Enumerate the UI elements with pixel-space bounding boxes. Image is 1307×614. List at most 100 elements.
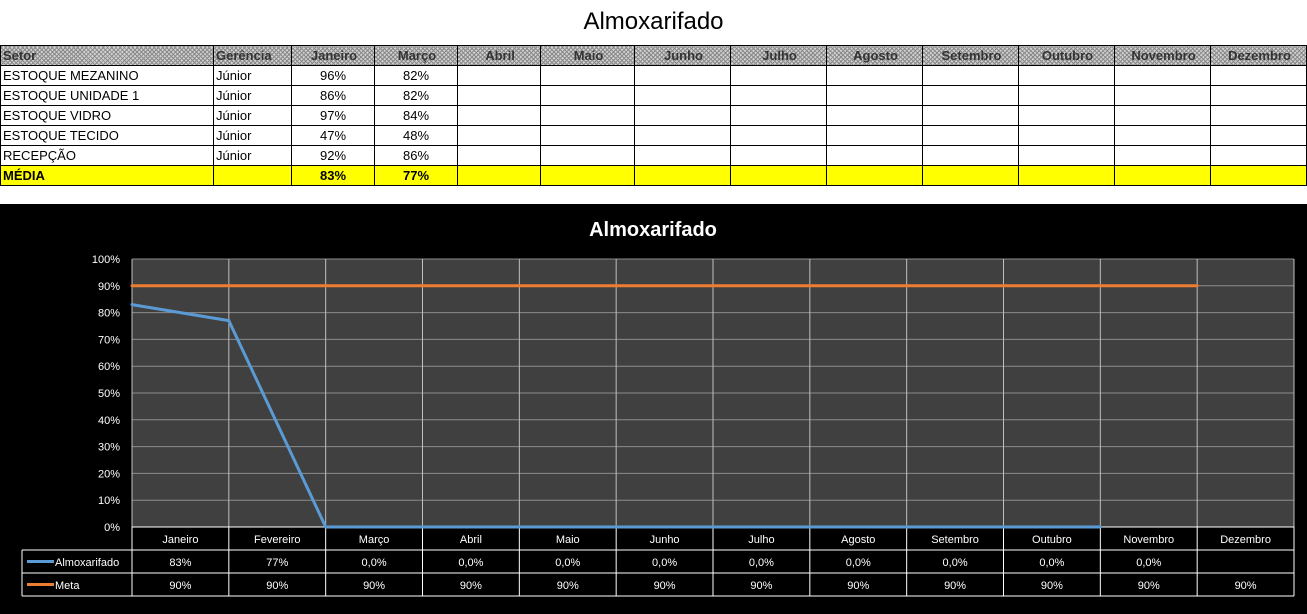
- table-cell[interactable]: 82%: [374, 65, 458, 86]
- y-tick-label: 100%: [92, 254, 120, 266]
- table-cell[interactable]: 83%: [291, 165, 375, 186]
- table-cell[interactable]: [457, 145, 541, 166]
- table-cell[interactable]: [1210, 145, 1307, 166]
- table-cell[interactable]: Júnior: [213, 105, 292, 126]
- y-tick-label: 40%: [98, 415, 120, 427]
- table-cell[interactable]: [1210, 85, 1307, 106]
- table-cell[interactable]: 47%: [291, 125, 375, 146]
- data-label: 90%: [750, 580, 772, 592]
- table-cell[interactable]: [213, 165, 292, 186]
- data-label: 90%: [1138, 580, 1160, 592]
- table-cell[interactable]: [634, 145, 731, 166]
- data-point: [1002, 525, 1005, 529]
- table-cell[interactable]: ESTOQUE TECIDO: [0, 125, 214, 146]
- table-cell[interactable]: [922, 65, 1019, 86]
- table-cell[interactable]: [1210, 125, 1307, 146]
- table-cell[interactable]: [730, 105, 827, 126]
- table-cell[interactable]: [540, 125, 635, 146]
- table-cell[interactable]: [922, 165, 1019, 186]
- table-cell[interactable]: Júnior: [213, 125, 292, 146]
- table-cell[interactable]: RECEPÇÃO: [0, 145, 214, 166]
- data-point: [614, 525, 618, 529]
- table-cell[interactable]: [1114, 145, 1211, 166]
- table-cell[interactable]: [1210, 65, 1307, 86]
- table-cell[interactable]: [540, 105, 635, 126]
- table-cell[interactable]: [457, 65, 541, 86]
- table-cell[interactable]: [1114, 85, 1211, 106]
- table-cell[interactable]: 77%: [374, 165, 458, 186]
- table-cell[interactable]: [826, 105, 923, 126]
- table-cell[interactable]: [540, 65, 635, 86]
- y-tick-label: 10%: [98, 495, 120, 507]
- table-cell[interactable]: [540, 145, 635, 166]
- table-cell[interactable]: ESTOQUE UNIDADE 1: [0, 85, 214, 106]
- table-cell[interactable]: 86%: [291, 85, 375, 106]
- table-cell[interactable]: [457, 85, 541, 106]
- table-cell[interactable]: 96%: [291, 65, 375, 86]
- table-cell[interactable]: [826, 145, 923, 166]
- table-cell[interactable]: [1018, 145, 1115, 166]
- table-cell[interactable]: 84%: [374, 105, 458, 126]
- table-cell[interactable]: [540, 165, 635, 186]
- x-tick-label: Abril: [460, 534, 482, 546]
- table-cell[interactable]: ESTOQUE VIDRO: [0, 105, 214, 126]
- table-cell[interactable]: [1114, 65, 1211, 86]
- table-cell[interactable]: [634, 105, 731, 126]
- data-point: [1195, 284, 1199, 288]
- table-cell[interactable]: [634, 165, 731, 186]
- table-cell[interactable]: [826, 65, 923, 86]
- y-tick-label: 90%: [98, 281, 120, 293]
- table-cell[interactable]: [634, 65, 731, 86]
- data-label: 0,0%: [652, 557, 677, 569]
- table-cell[interactable]: [922, 145, 1019, 166]
- table-cell[interactable]: [457, 165, 541, 186]
- table-cell[interactable]: [1114, 125, 1211, 146]
- column-header: Março: [374, 45, 458, 66]
- table-cell[interactable]: [730, 65, 827, 86]
- data-point: [614, 284, 618, 288]
- table-cell[interactable]: 92%: [291, 145, 375, 166]
- table-cell[interactable]: [730, 165, 827, 186]
- table-cell[interactable]: [540, 85, 635, 106]
- data-label: 90%: [944, 580, 966, 592]
- table-row: ESTOQUE VIDRO Júnior 97% 84%: [0, 105, 1307, 126]
- table-cell[interactable]: [922, 105, 1019, 126]
- table-cell[interactable]: [1114, 105, 1211, 126]
- table-cell[interactable]: [1018, 85, 1115, 106]
- table-cell[interactable]: [1018, 65, 1115, 86]
- table-cell[interactable]: [730, 125, 827, 146]
- table-cell[interactable]: [1114, 165, 1211, 186]
- data-label: 77%: [266, 557, 288, 569]
- table-cell[interactable]: Júnior: [213, 85, 292, 106]
- table-cell[interactable]: 86%: [374, 145, 458, 166]
- table-cell[interactable]: [1210, 165, 1307, 186]
- data-point: [421, 284, 424, 288]
- table-cell[interactable]: [922, 125, 1019, 146]
- table-cell[interactable]: [826, 125, 923, 146]
- table-cell[interactable]: [1018, 105, 1115, 126]
- table-cell[interactable]: [730, 145, 827, 166]
- column-header: Setor: [0, 45, 214, 66]
- table-cell[interactable]: 82%: [374, 85, 458, 106]
- column-header: Setembro: [922, 45, 1019, 66]
- table-cell[interactable]: [457, 125, 541, 146]
- table-cell[interactable]: [922, 85, 1019, 106]
- data-point: [421, 525, 424, 529]
- table-cell[interactable]: [1018, 165, 1115, 186]
- table-cell[interactable]: [1210, 105, 1307, 126]
- table-cell[interactable]: [457, 105, 541, 126]
- table-cell[interactable]: Júnior: [213, 145, 292, 166]
- data-label: 83%: [169, 557, 191, 569]
- table-cell[interactable]: 48%: [374, 125, 458, 146]
- table-cell[interactable]: [826, 165, 923, 186]
- table-cell[interactable]: [634, 85, 731, 106]
- data-point: [1098, 284, 1102, 288]
- table-cell[interactable]: [826, 85, 923, 106]
- table-cell[interactable]: MÉDIA: [0, 165, 214, 186]
- table-cell[interactable]: [1018, 125, 1115, 146]
- table-cell[interactable]: 97%: [291, 105, 375, 126]
- table-cell[interactable]: Júnior: [213, 65, 292, 86]
- table-cell[interactable]: [730, 85, 827, 106]
- table-cell[interactable]: [634, 125, 731, 146]
- table-cell[interactable]: ESTOQUE MEZANINO: [0, 65, 214, 86]
